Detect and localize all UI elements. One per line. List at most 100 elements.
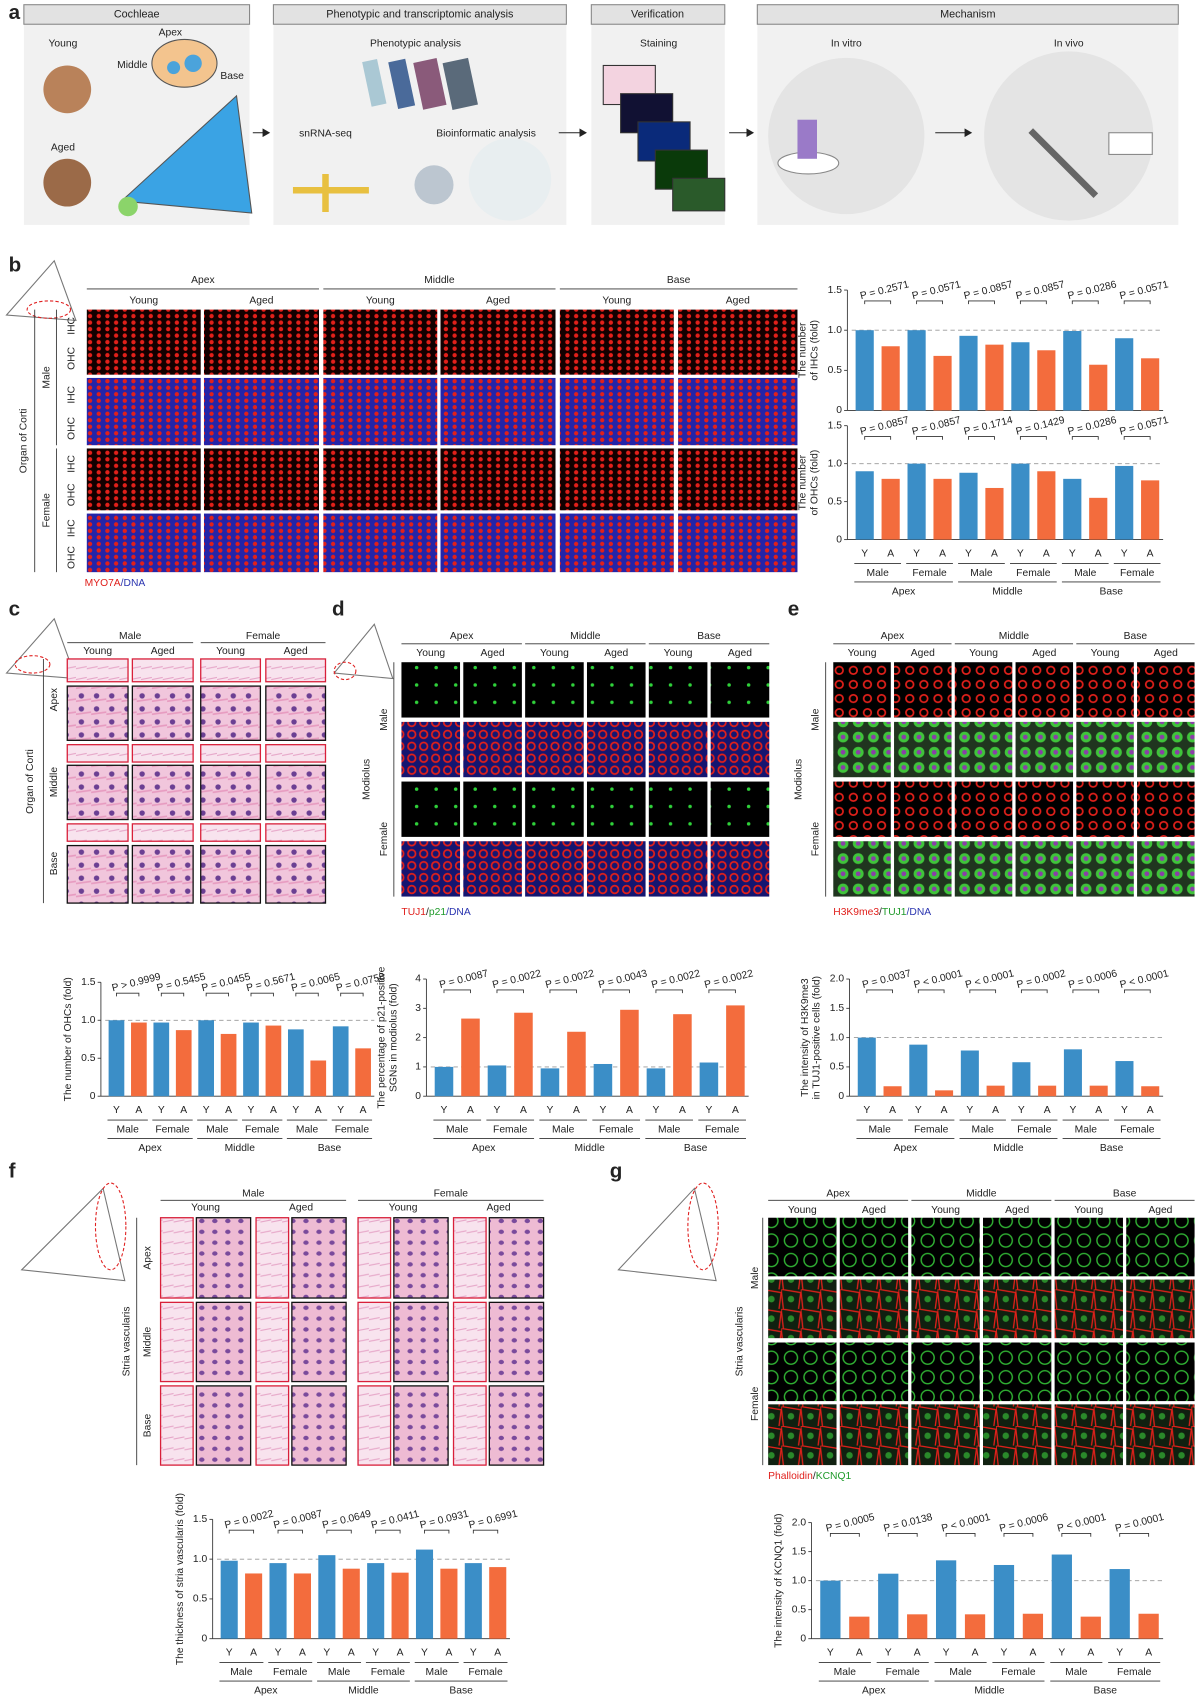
micrograph bbox=[440, 448, 556, 511]
micrograph bbox=[586, 841, 646, 897]
group-label: Female bbox=[1120, 568, 1155, 579]
syringe bbox=[1028, 128, 1099, 198]
art-label: Bioinformatic analysis bbox=[436, 129, 536, 140]
bar bbox=[986, 1085, 1005, 1097]
y-label: The percentage of p21-positive bbox=[377, 966, 388, 1108]
group-label: Female bbox=[1001, 1667, 1036, 1678]
label: Middle bbox=[142, 1327, 153, 1358]
group-label: Male bbox=[834, 1667, 857, 1678]
micrograph bbox=[1126, 1404, 1195, 1466]
p-value: P = 0.0857 bbox=[911, 415, 962, 438]
group-label: Female bbox=[886, 1667, 921, 1678]
label: Female bbox=[41, 493, 52, 528]
cochlea bbox=[120, 94, 253, 214]
micrograph bbox=[525, 841, 584, 897]
label: Young bbox=[664, 648, 693, 659]
micrograph bbox=[768, 1279, 837, 1339]
micrograph bbox=[839, 1342, 909, 1402]
label: Young bbox=[1091, 648, 1120, 659]
micrograph bbox=[291, 1385, 347, 1466]
label: Base bbox=[697, 631, 721, 642]
bar bbox=[1011, 463, 1030, 540]
micrograph bbox=[131, 844, 194, 904]
group-label: Male bbox=[206, 1125, 229, 1136]
micrograph bbox=[159, 1217, 194, 1299]
x-tick-label: Y bbox=[827, 1648, 834, 1659]
group-label: Male bbox=[970, 568, 993, 579]
significance-bracket bbox=[708, 989, 736, 994]
x-tick-label: Y bbox=[1116, 1648, 1123, 1659]
micrograph bbox=[954, 721, 1013, 778]
p-value: P = 0.0931 bbox=[419, 1509, 470, 1532]
micrograph bbox=[678, 309, 798, 375]
micrograph bbox=[195, 1301, 252, 1383]
box-header bbox=[23, 4, 251, 25]
group-label: Male bbox=[1075, 1125, 1098, 1136]
box-header bbox=[756, 4, 1179, 25]
micrograph bbox=[323, 448, 438, 511]
x-tick-label: Y bbox=[1017, 548, 1024, 559]
bar bbox=[1141, 1086, 1160, 1097]
panel-label: e bbox=[788, 598, 799, 621]
y-tick-label: 1.0 bbox=[193, 1554, 208, 1565]
group-label: Female bbox=[914, 1125, 949, 1136]
x-tick-label: A bbox=[1029, 1648, 1036, 1659]
cochlea-icon bbox=[5, 259, 77, 322]
region-label: Middle bbox=[974, 1686, 1005, 1697]
label: OHC bbox=[66, 483, 77, 506]
stain-label: TUJ1 bbox=[401, 906, 426, 917]
y-label: The thickness of stria vascularis (fold) bbox=[175, 1493, 186, 1665]
label: IHC bbox=[66, 385, 77, 403]
bar bbox=[332, 1026, 349, 1097]
slide bbox=[413, 58, 447, 110]
bar bbox=[881, 346, 900, 411]
panel-label: a bbox=[9, 1, 21, 24]
micrograph bbox=[265, 658, 327, 683]
x-tick-label: Y bbox=[1069, 548, 1076, 559]
region-label: Middle bbox=[348, 1686, 379, 1697]
micrograph bbox=[452, 1217, 487, 1299]
micrograph bbox=[131, 823, 194, 842]
x-tick-label: A bbox=[225, 1105, 232, 1116]
significance-bracket bbox=[968, 300, 995, 305]
micrograph bbox=[911, 1404, 980, 1466]
significance-bracket bbox=[160, 992, 185, 997]
micrograph bbox=[768, 1404, 837, 1466]
y-tick-label: 1.0 bbox=[792, 1575, 807, 1586]
y-tick-label: 0.5 bbox=[81, 1053, 96, 1064]
micrograph bbox=[323, 309, 438, 375]
panel-label: b bbox=[9, 254, 22, 277]
label: Young bbox=[1074, 1205, 1103, 1216]
y-tick-label: 2.0 bbox=[830, 974, 845, 985]
micrograph bbox=[525, 721, 584, 778]
label: Middle bbox=[49, 767, 60, 798]
micrograph bbox=[648, 841, 708, 897]
group-label: Male bbox=[296, 1125, 319, 1136]
p-value: P = 0.0286 bbox=[1067, 415, 1118, 438]
bar bbox=[243, 1022, 259, 1097]
x-tick-label: A bbox=[348, 1648, 355, 1659]
label: Young bbox=[931, 1205, 960, 1216]
highlight bbox=[333, 661, 357, 681]
x-tick-label: A bbox=[467, 1105, 474, 1116]
significance-bracket bbox=[602, 989, 630, 994]
y-tick-label: 0 bbox=[201, 1633, 207, 1644]
x-tick-label: Y bbox=[292, 1105, 299, 1116]
box-header bbox=[272, 4, 567, 25]
region-label: Middle bbox=[225, 1143, 256, 1154]
micrograph bbox=[586, 662, 646, 718]
micrograph bbox=[488, 1301, 545, 1383]
p-value: P = 0.0022 bbox=[650, 968, 701, 991]
y-label: The intensity of H3K9me3 bbox=[800, 978, 811, 1097]
micrograph bbox=[678, 513, 798, 573]
p-value: P = 0.0857 bbox=[963, 279, 1014, 302]
micrograph bbox=[255, 1217, 290, 1299]
x-tick-label: Y bbox=[1069, 1105, 1076, 1116]
bar bbox=[1089, 497, 1108, 540]
x-tick-label: Y bbox=[323, 1648, 330, 1659]
p-value: P = 0.0022 bbox=[703, 968, 754, 991]
significance-bracket bbox=[549, 989, 577, 994]
x-tick-label: A bbox=[520, 1105, 527, 1116]
label: Aged bbox=[728, 648, 752, 659]
